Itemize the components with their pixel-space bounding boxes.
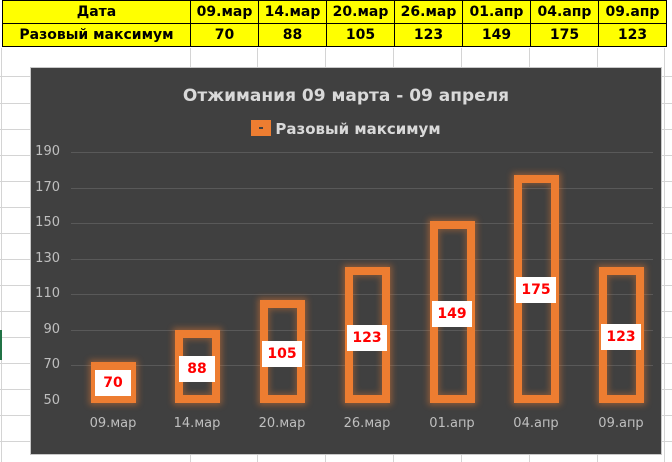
y-tick: 150 [35,215,60,230]
y-gridline [71,223,653,224]
data-label: 149 [432,301,472,327]
data-label: 123 [347,325,387,351]
cell-value[interactable]: 105 [326,23,395,47]
cell-value[interactable]: 123 [394,23,463,47]
cell-date[interactable]: 04.апр [530,0,599,24]
chart-legend: Разовый максимум [31,120,661,138]
legend-label: Разовый максимум [275,120,441,138]
gridline [1,48,2,462]
cell-date[interactable]: 20.мар [326,0,395,24]
cell-header-date[interactable]: Дата [2,0,191,24]
data-label: 175 [516,277,556,303]
legend-swatch-icon [251,120,272,136]
y-gridline [71,294,653,295]
cell-value[interactable]: 88 [258,23,327,47]
cell-value[interactable]: 175 [530,23,599,47]
y-gridline [71,188,653,189]
chart[interactable]: Отжимания 09 марта - 09 апреля Разовый м… [30,67,662,455]
y-gridline [71,259,653,260]
cell-date[interactable]: 26.мар [394,0,463,24]
y-tick: 190 [35,144,60,159]
cell-date[interactable]: 09.мар [190,0,259,24]
data-table: Дата 09.мар 14.мар 20.мар 26.мар 01.апр … [2,0,667,47]
y-tick: 130 [35,251,60,266]
data-label: 105 [262,341,302,367]
x-tick: 04.апр [513,416,559,431]
x-tick: 09.мар [89,416,137,431]
x-tick: 20.мар [258,416,306,431]
active-cell-marker [0,330,2,360]
x-tick: 26.мар [343,416,391,431]
y-tick: 110 [35,286,60,301]
cell-value[interactable]: 70 [190,23,259,47]
cell-value[interactable]: 149 [462,23,531,47]
cell-value[interactable]: 123 [598,23,667,47]
x-tick: 01.апр [429,416,475,431]
cell-header-max[interactable]: Разовый максимум [2,23,191,47]
y-tick: 50 [43,393,60,408]
chart-title: Отжимания 09 марта - 09 апреля [182,86,510,106]
data-label: 70 [95,370,131,396]
y-tick: 170 [35,180,60,195]
data-label: 88 [179,356,215,382]
cell-date[interactable]: 09.апр [598,0,667,24]
cell-date[interactable]: 01.апр [462,0,531,24]
gridline [664,48,665,462]
y-gridline [71,365,653,366]
y-tick: 70 [43,357,60,372]
x-tick: 14.мар [173,416,221,431]
cell-date[interactable]: 14.мар [258,0,327,24]
x-tick: 09.апр [598,416,644,431]
y-tick: 90 [43,322,60,337]
y-gridline [71,152,653,153]
table-row-dates: Дата 09.мар 14.мар 20.мар 26.мар 01.апр … [2,0,667,24]
table-row-values: Разовый максимум 70 88 105 123 149 175 1… [2,23,667,47]
data-label: 123 [601,324,641,350]
